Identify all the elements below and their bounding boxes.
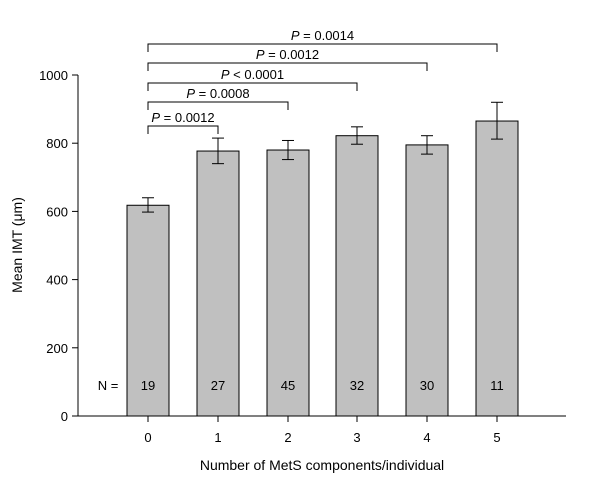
p-symbol: P	[186, 86, 195, 101]
p-value-text: = 0.0008	[195, 86, 250, 101]
p-value-label: P = 0.0012	[256, 47, 319, 62]
n-equals-label: N =	[98, 378, 119, 393]
p-value-text: = 0.0012	[160, 110, 215, 125]
p-value-label: P = 0.0014	[291, 28, 354, 43]
significance-bracket-0-3	[147, 82, 358, 91]
x-tick-label-0: 0	[144, 430, 151, 445]
y-tick-label: 600	[46, 204, 68, 219]
x-tick-label-2: 2	[284, 430, 291, 445]
y-tick-label: 400	[46, 273, 68, 288]
significance-bracket-0-1	[147, 125, 219, 134]
significance-bracket-0-2	[147, 101, 289, 110]
bar-0	[126, 204, 170, 417]
significance-bracket-0-4	[147, 62, 428, 71]
x-tick-label-1: 1	[214, 430, 221, 445]
x-axis-title: Number of MetS components/individual	[200, 457, 444, 473]
x-tick-label-4: 4	[423, 430, 430, 445]
count-label-4: 30	[420, 378, 434, 393]
x-tick-label-5: 5	[493, 430, 500, 445]
x-tick-label-3: 3	[353, 430, 360, 445]
p-value-text: < 0.0001	[230, 67, 285, 82]
y-tick-label: 800	[46, 136, 68, 151]
y-axis-title: Mean IMT (μm)	[9, 197, 25, 293]
count-label-5: 11	[490, 378, 504, 393]
p-symbol: P	[256, 47, 265, 62]
p-symbol: P	[291, 28, 300, 43]
p-value-label: P = 0.0008	[186, 86, 249, 101]
bar-1	[196, 150, 240, 417]
p-value-label: P = 0.0012	[151, 110, 214, 125]
p-symbol: P	[221, 67, 230, 82]
p-value-text: = 0.0014	[300, 28, 355, 43]
y-tick-label: 0	[61, 409, 68, 424]
significance-bracket-0-5	[147, 43, 498, 52]
count-label-1: 27	[211, 378, 225, 393]
y-tick-label: 1000	[39, 68, 68, 83]
bar-4	[405, 144, 449, 417]
count-label-2: 45	[281, 378, 295, 393]
p-value-label: P < 0.0001	[221, 67, 284, 82]
bar-3	[335, 135, 379, 417]
bar-2	[266, 149, 310, 417]
y-tick-label: 200	[46, 341, 68, 356]
count-label-0: 19	[141, 378, 155, 393]
count-label-3: 32	[350, 378, 364, 393]
bar-5	[475, 120, 519, 417]
p-symbol: P	[151, 110, 160, 125]
p-value-text: = 0.0012	[265, 47, 320, 62]
